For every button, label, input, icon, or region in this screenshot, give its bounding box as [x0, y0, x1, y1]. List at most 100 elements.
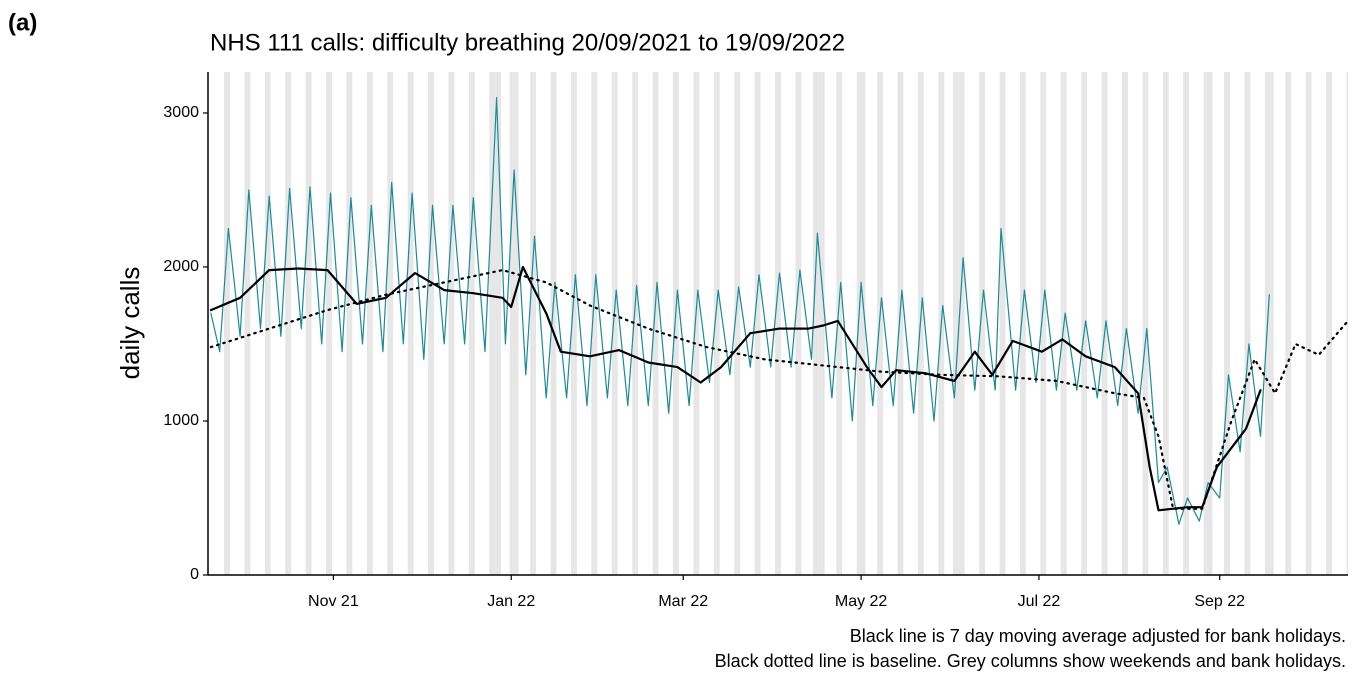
- shade-column: [573, 72, 577, 575]
- shade-column: [1227, 72, 1230, 575]
- shade-column: [448, 72, 452, 575]
- chart-title: NHS 111 calls: difficulty breathing 20/0…: [210, 29, 845, 56]
- x-tick-label: Mar 22: [658, 593, 708, 610]
- shade-column: [1267, 72, 1271, 575]
- shade-column: [862, 72, 866, 575]
- shade-column: [226, 72, 230, 575]
- shade-column: [1165, 72, 1169, 575]
- y-tick-label: 1000: [163, 412, 199, 429]
- x-tick-label: May 22: [835, 593, 888, 610]
- x-tick-label: Nov 21: [308, 593, 359, 610]
- shade-column: [952, 72, 956, 575]
- shade-column: [1063, 72, 1067, 575]
- shade-column: [515, 72, 519, 575]
- shade-column: [468, 72, 472, 575]
- shade-column: [288, 72, 292, 575]
- shade-column: [958, 72, 962, 575]
- shade-column: [982, 72, 986, 575]
- x-tick-label: Jul 22: [1018, 593, 1061, 610]
- shade-column: [495, 72, 499, 575]
- shade-column: [390, 72, 394, 575]
- shade-column: [428, 72, 432, 575]
- shade-column: [530, 72, 534, 575]
- shade-column: [366, 72, 370, 575]
- shade-column: [512, 72, 516, 575]
- series-line: [209, 269, 1350, 510]
- shade-column: [1206, 72, 1210, 575]
- shade-column: [955, 72, 959, 575]
- shade-column: [305, 72, 309, 575]
- shade-column: [308, 72, 312, 575]
- shade-column: [1329, 72, 1332, 575]
- shade-column: [410, 72, 414, 575]
- shade-column: [1183, 72, 1187, 575]
- shade-column: [900, 72, 904, 575]
- shade-column: [346, 72, 350, 575]
- y-tick-label: 3000: [163, 104, 199, 121]
- shade-column: [471, 72, 475, 575]
- shade-column: [675, 72, 679, 575]
- shade-column: [326, 72, 329, 575]
- shade-column: [614, 72, 618, 575]
- shade-column: [492, 72, 496, 575]
- shade-column: [1162, 72, 1166, 575]
- shade-column: [938, 72, 942, 575]
- caption: Black dotted line is baseline. Grey colu…: [715, 651, 1346, 671]
- shade-column: [917, 72, 921, 575]
- shade-column: [553, 72, 557, 575]
- shade-column: [941, 72, 945, 575]
- shade-column: [999, 72, 1003, 575]
- shade-column: [1186, 72, 1190, 575]
- shade-column: [594, 72, 598, 575]
- shade-column: [696, 72, 700, 575]
- shade-column: [498, 72, 502, 575]
- shade-column: [387, 72, 391, 575]
- shade-column: [920, 72, 924, 575]
- shade-column: [1224, 72, 1228, 575]
- shade-column: [224, 72, 227, 575]
- shade-column: [264, 72, 268, 575]
- shade-column: [1288, 72, 1292, 575]
- shade-column: [407, 72, 411, 575]
- x-tick-label: Jan 22: [487, 593, 535, 610]
- shade-column: [877, 72, 881, 575]
- shade-column: [757, 72, 761, 575]
- shade-column: [795, 72, 799, 575]
- y-tick-label: 0: [190, 566, 199, 583]
- shade-column: [244, 72, 248, 575]
- shade-column: [349, 72, 353, 575]
- series-line: [209, 265, 1262, 512]
- shade-column: [880, 72, 883, 575]
- shade-column: [1285, 72, 1289, 575]
- panel-label: (a): [8, 9, 37, 36]
- shade-column: [451, 72, 455, 575]
- shade-column: [859, 72, 863, 575]
- shade-column: [1305, 72, 1309, 575]
- shade-column: [1264, 72, 1268, 575]
- shade-column: [533, 72, 537, 575]
- shade-column: [1122, 72, 1125, 575]
- shade-column: [1346, 72, 1348, 575]
- shade-column: [1244, 72, 1248, 575]
- shade-column: [778, 72, 781, 575]
- shade-column: [489, 72, 493, 575]
- shade-column: [775, 72, 778, 575]
- shade-column: [737, 72, 741, 575]
- shade-column: [1247, 72, 1251, 575]
- shade-column: [1081, 72, 1085, 575]
- y-axis-label: daily calls: [115, 267, 145, 380]
- shade-column: [716, 72, 720, 575]
- x-tick-label: Sep 22: [1194, 593, 1245, 610]
- shade-column: [1326, 72, 1330, 575]
- shade-column: [961, 72, 965, 575]
- shade-column: [1203, 72, 1207, 575]
- shade-column: [798, 72, 802, 575]
- shade-column: [1002, 72, 1006, 575]
- shade-column: [818, 72, 822, 575]
- shade-column: [247, 72, 251, 575]
- shade-column: [328, 72, 332, 575]
- y-tick-label: 2000: [163, 258, 199, 275]
- shade-column: [267, 72, 271, 575]
- shade-column: [734, 72, 738, 575]
- shade-column: [635, 72, 639, 575]
